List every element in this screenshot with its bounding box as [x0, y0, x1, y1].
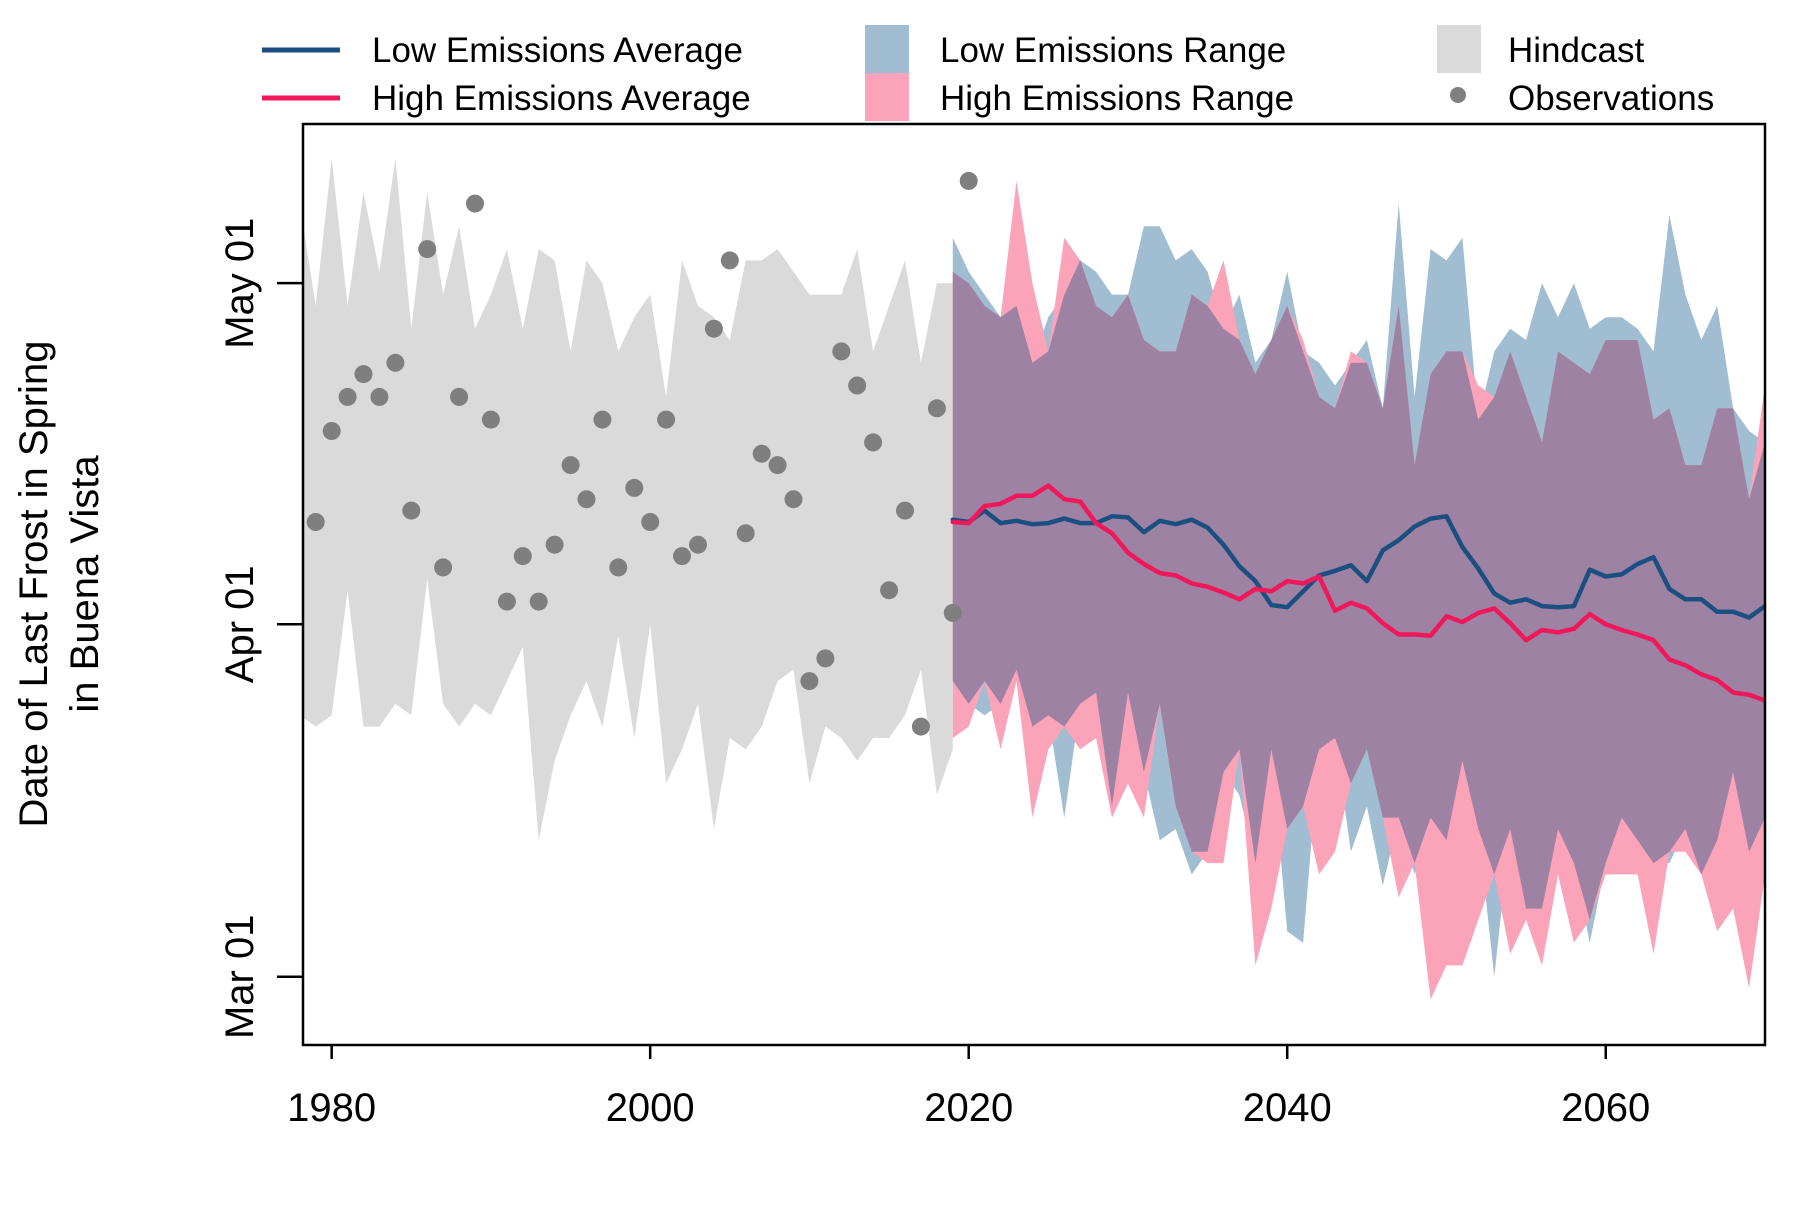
legend-label: Low Emissions Range — [940, 31, 1286, 70]
x-tick-label: 2000 — [606, 1086, 695, 1130]
observation-point — [338, 387, 357, 406]
observation-point — [561, 456, 580, 475]
observation-point — [896, 501, 914, 520]
observation-point — [800, 672, 819, 691]
observation-point — [418, 240, 437, 259]
y-tick-label: May 01 — [218, 218, 262, 349]
observation-point — [466, 194, 484, 213]
observation-point — [673, 547, 691, 566]
y-tick-label: Mar 01 — [218, 915, 262, 1040]
x-tick-label: 1980 — [287, 1086, 376, 1130]
legend-label: Hindcast — [1508, 31, 1644, 70]
observation-point — [513, 547, 532, 566]
observation-point — [434, 558, 453, 577]
observation-point — [481, 410, 500, 429]
observation-point — [370, 387, 389, 406]
observation-point — [911, 717, 930, 736]
observation-point — [864, 433, 883, 452]
legend: Low Emissions Average High Emissions Aver… — [262, 25, 1714, 121]
observation-point — [657, 410, 676, 429]
observation-point — [848, 376, 867, 395]
legend-label: High Emissions Average — [372, 79, 751, 118]
observation-point — [450, 387, 469, 406]
legend-label: High Emissions Range — [940, 79, 1294, 118]
observation-point — [768, 456, 787, 475]
high-emissions-average-line — [950, 483, 1765, 703]
observation-point — [959, 171, 978, 190]
legend-label: Low Emissions Average — [372, 31, 743, 70]
observation-point — [322, 422, 341, 440]
observation-point — [689, 535, 707, 554]
observation-point — [386, 353, 405, 372]
observation-point — [529, 592, 548, 611]
legend-swatch-band — [865, 73, 909, 121]
observation-point — [593, 410, 612, 429]
observation-point — [625, 478, 644, 497]
plot-area — [303, 158, 1765, 1000]
x-axis: 1980 2000 2020 2040 2060 — [287, 1045, 1650, 1130]
hindcast-band — [303, 158, 953, 841]
legend-swatch-band — [1437, 25, 1481, 73]
observation-point — [354, 365, 373, 384]
observation-point — [609, 558, 628, 577]
legend-swatch-band — [865, 25, 909, 73]
observation-point — [720, 251, 739, 270]
y-tick-label: Apr 01 — [218, 565, 262, 683]
y-axis-label-line-1: Date of Last Frost in Spring — [12, 341, 56, 828]
observation-point — [736, 524, 755, 543]
observation-point — [784, 490, 803, 509]
legend-label: Observations — [1508, 79, 1714, 118]
y-axis: Mar 01 Apr 01 May 01 — [218, 218, 303, 1039]
observation-point — [497, 592, 516, 611]
low-emissions-average-line — [950, 508, 1765, 620]
observation-point — [704, 319, 723, 338]
x-tick-label: 2040 — [1243, 1086, 1332, 1130]
observation-point — [927, 399, 946, 418]
observation-point — [577, 490, 596, 509]
y-axis-label-line-2: in Buena Vista — [63, 455, 107, 713]
observation-point — [880, 581, 899, 600]
observation-point — [943, 603, 962, 622]
observation-point — [816, 649, 835, 668]
observation-point — [832, 342, 851, 361]
legend-swatch-point — [1450, 87, 1466, 103]
observation-point — [306, 513, 325, 531]
x-tick-label: 2020 — [924, 1086, 1013, 1130]
x-tick-label: 2060 — [1561, 1086, 1650, 1130]
observation-point — [402, 501, 421, 520]
observation-point — [545, 535, 564, 554]
observation-point — [641, 513, 660, 531]
observation-point — [752, 444, 771, 463]
plot-frame — [301, 122, 1767, 1047]
emissions-range-overlap-band — [952, 260, 1765, 920]
